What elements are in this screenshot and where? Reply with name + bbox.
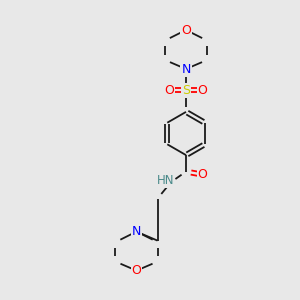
Text: O: O (198, 83, 207, 97)
Text: N: N (132, 225, 141, 238)
Text: O: O (181, 23, 191, 37)
Text: HN: HN (157, 174, 174, 188)
Text: O: O (165, 83, 174, 97)
Text: S: S (182, 83, 190, 97)
Text: O: O (198, 168, 207, 181)
Text: N: N (181, 62, 191, 76)
Text: O: O (132, 264, 141, 277)
